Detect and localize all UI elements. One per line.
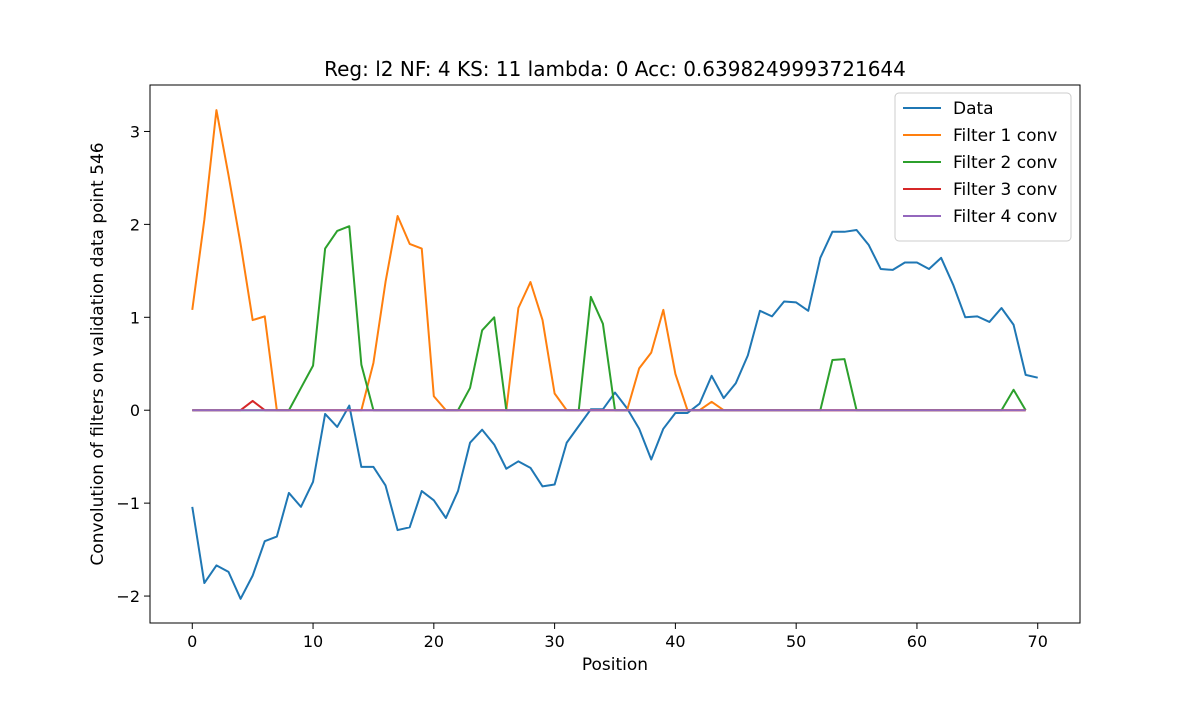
y-tick-label: 3 xyxy=(130,122,140,141)
x-tick-label: 10 xyxy=(303,632,323,651)
legend-label: Filter 1 conv xyxy=(953,126,1057,146)
y-axis-ticks: −2 −1 0 1 2 3 xyxy=(116,122,150,606)
x-tick-label: 0 xyxy=(187,632,197,651)
legend-label: Data xyxy=(953,99,994,119)
y-tick-label: 0 xyxy=(130,401,140,420)
x-tick-label: 30 xyxy=(544,632,564,651)
series-line-1 xyxy=(191,228,1038,600)
x-tick-label: 70 xyxy=(1028,632,1048,651)
y-tick-label: −2 xyxy=(116,587,140,606)
legend-label: Filter 2 conv xyxy=(953,153,1057,173)
legend-label: Filter 4 conv xyxy=(953,207,1057,227)
legend-box xyxy=(894,92,1072,242)
x-tick-label: 60 xyxy=(907,632,927,651)
y-tick-label: 1 xyxy=(130,308,140,327)
x-tick-label: 20 xyxy=(424,632,444,651)
x-tick-label: 50 xyxy=(786,632,806,651)
series-line-3 xyxy=(192,225,1027,412)
y-tick-label: 2 xyxy=(130,215,140,234)
x-tick-label: 40 xyxy=(665,632,685,651)
y-tick-label: −1 xyxy=(116,494,140,513)
x-axis-ticks: 0 10 20 30 40 50 60 70 xyxy=(187,623,1048,651)
plot-frame xyxy=(149,84,1081,624)
chart-title: Reg: l2 NF: 4 KS: 11 lambda: 0 Acc: 0.63… xyxy=(324,57,906,81)
x-axis-label: Position xyxy=(582,655,648,675)
plot-series-group xyxy=(191,109,1038,600)
legend: Data Filter 1 conv Filter 2 conv Filter 3 c… xyxy=(894,92,1072,242)
legend-label: Filter 3 conv xyxy=(953,180,1057,200)
y-axis-label: Convolution of filters on validation dat… xyxy=(88,142,108,565)
